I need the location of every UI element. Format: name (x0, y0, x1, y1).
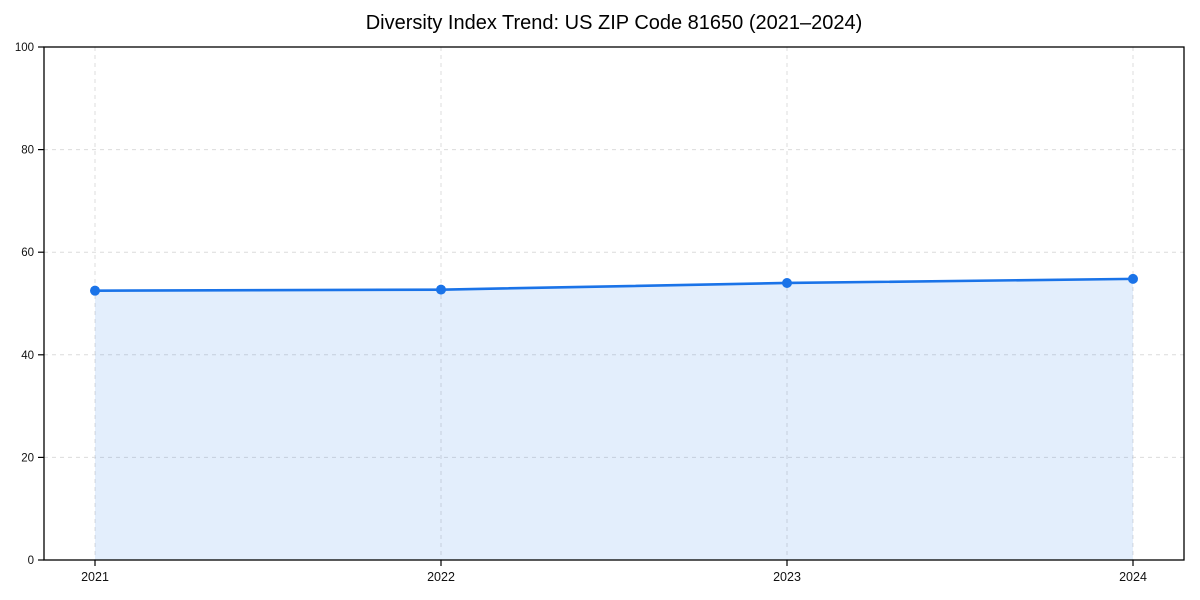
axes-spines (43, 46, 1185, 561)
x-tick-label: 2023 (773, 570, 801, 584)
x-tick-label: 2021 (81, 570, 109, 584)
data-point-2024 (1128, 273, 1138, 284)
y-tick-label: 0 (28, 555, 34, 567)
data-point-2023 (782, 277, 792, 288)
data-point-2022 (436, 284, 446, 295)
y-tick-label: 20 (21, 452, 34, 464)
chart-title: Diversity Index Trend: US ZIP Code 81650… (366, 12, 863, 34)
x-tick-label: 2022 (427, 570, 455, 584)
y-tick-label: 60 (21, 247, 34, 259)
x-tick-label: 2024 (1119, 570, 1147, 584)
data-point-2021 (90, 285, 100, 296)
series-line (93, 277, 1135, 292)
y-tick-label: 100 (15, 42, 34, 54)
series-area-fill (95, 278, 1133, 560)
y-tick-label: 80 (21, 145, 34, 157)
y-tick-label: 40 (21, 350, 34, 362)
plot-area: 0 20 40 60 80 100 2021 2022 2023 2024 (15, 42, 1185, 584)
